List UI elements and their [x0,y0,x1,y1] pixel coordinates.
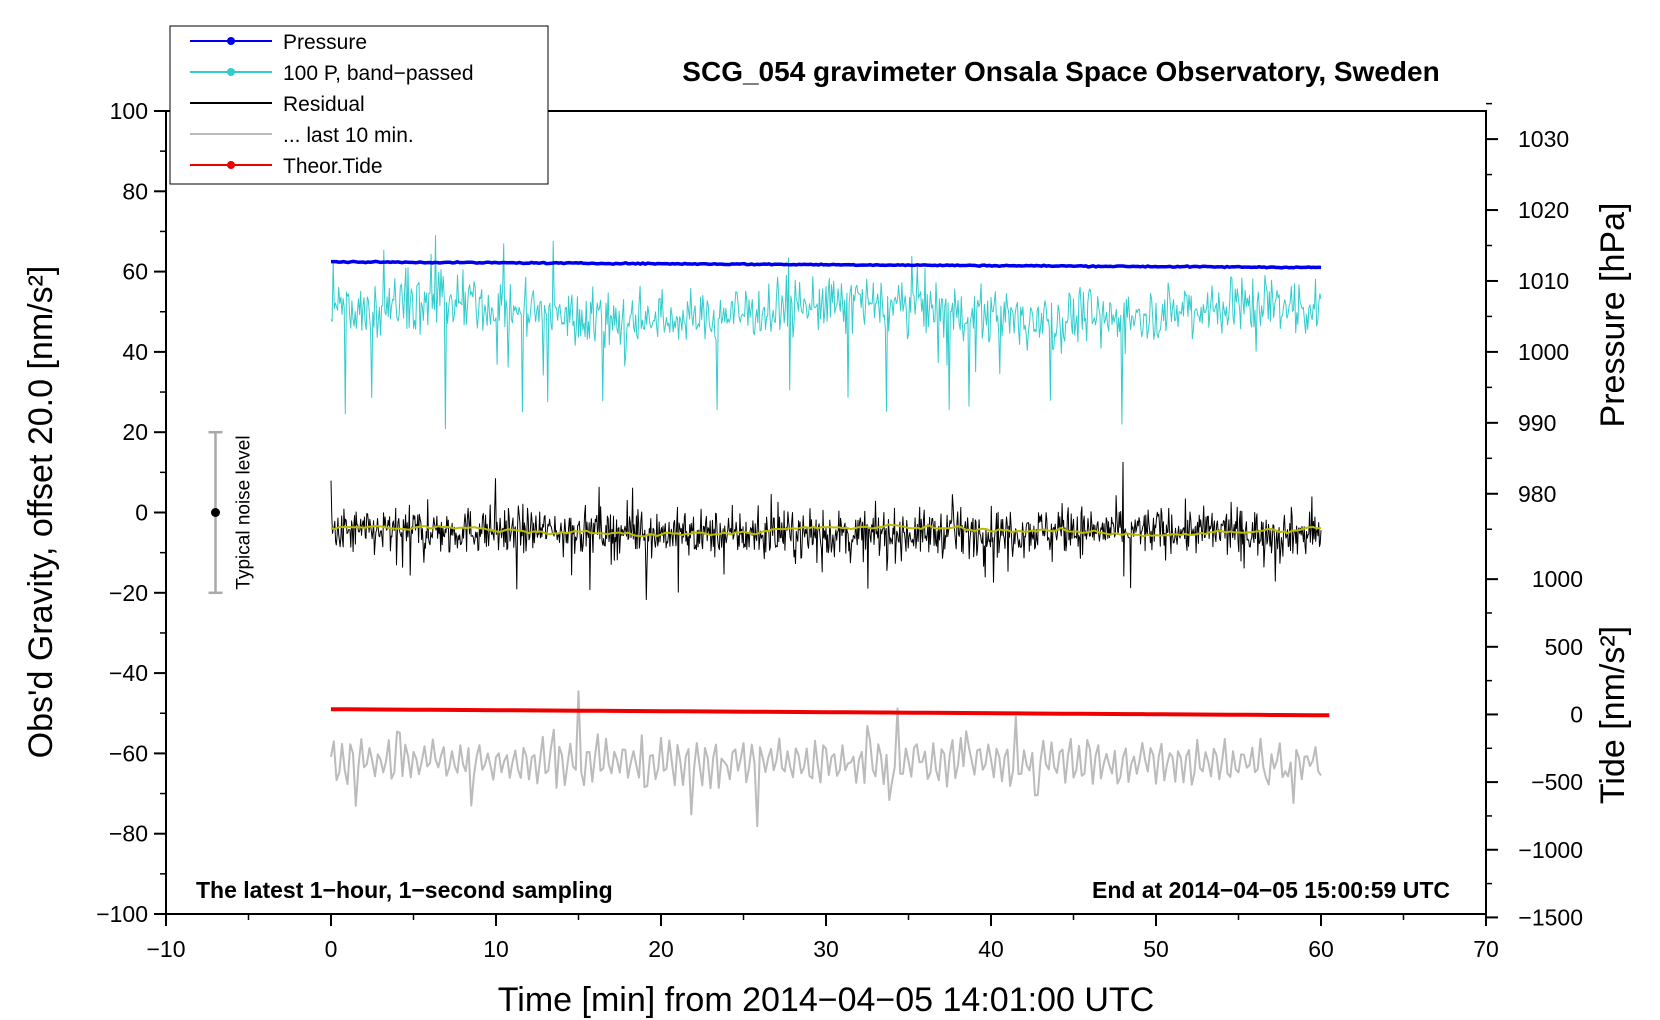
legend-label: Theor.Tide [283,155,383,178]
legend-label: ... last 10 min. [283,124,414,147]
x-axis-label: Time [min] from 2014−04−05 14:01:00 UTC [498,981,1154,1019]
end-time-note: End at 2014−04−05 15:00:59 UTC [1092,877,1450,903]
x-tick-label: 60 [1308,936,1334,962]
legend-label: 100 P, band−passed [283,62,474,85]
legend-marker [227,68,235,76]
y-left-tick-label: −100 [96,901,148,927]
y-left-tick-label: −20 [109,580,148,606]
series-pressure [331,259,1322,270]
x-tick-label: 50 [1143,936,1169,962]
pressure-tick-label: 980 [1518,481,1556,507]
x-tick-label: 10 [483,936,509,962]
x-tick-label: 30 [813,936,839,962]
y-left-tick-label: 40 [122,339,148,365]
noise-bar-label: Typical noise level [234,435,255,589]
x-tick-label: −10 [146,936,185,962]
y-left-tick-label: 100 [110,98,148,124]
tide-tick-label: 500 [1545,634,1583,660]
x-tick-label: 20 [648,936,674,962]
series-residual-smoothed [330,523,1322,538]
tide-tick-label: −1000 [1518,837,1583,863]
axes-layer: −10 0 10 20 30 40 50 60 70100806040200−20−40−60−… [96,98,1583,962]
noise-bar: Typical noise level [208,430,255,595]
x-tick-label: 70 [1473,936,1499,962]
tide-tick-label: 1000 [1532,566,1583,592]
pressure-tick-label: 1000 [1518,339,1569,365]
legend-marker [227,37,235,45]
pressure-tick-label: 1020 [1518,197,1569,223]
noise-bar-center-dot [211,508,220,517]
y-axis-left-label: Obs'd Gravity, offset 20.0 [nm/s²] [22,266,60,759]
legend-box [169,25,549,185]
chart-title: SCG_054 gravimeter Onsala Space Observat… [682,56,1439,87]
series-theoretical-tide [330,707,1330,718]
tide-tick-label: −500 [1531,769,1583,795]
pressure-tick-label: 1010 [1518,268,1569,294]
x-tick-label: 40 [978,936,1004,962]
y-left-tick-label: −80 [109,821,148,847]
tide-tick-label: 0 [1570,701,1583,727]
sampling-note: The latest 1−hour, 1−second sampling [196,877,613,903]
legend-label: Pressure [283,31,367,54]
pressure-tick-label: 1030 [1518,126,1569,152]
series-pressure-bandpassed [330,235,1322,430]
legend-marker [227,161,235,169]
tide-tick-label: −1500 [1518,904,1583,930]
y-axis-pressure-label: Pressure [hPa] [1594,203,1632,428]
legend: Pressure 100 P, band−passed Residual ... la… [169,25,549,185]
y-left-tick-label: 80 [122,178,148,204]
y-left-tick-label: 0 [135,500,148,526]
legend-label: Residual [283,93,365,116]
series-layer [330,235,1330,828]
y-left-tick-label: −60 [109,740,148,766]
y-left-tick-label: 20 [122,419,148,445]
y-left-tick-label: 60 [122,259,148,285]
series-last-10-min [330,690,1322,828]
y-axis-tide-label: Tide [nm/s²] [1594,626,1632,804]
x-tick-label: 0 [325,936,338,962]
y-left-tick-label: −40 [109,660,148,686]
pressure-tick-label: 990 [1518,410,1556,436]
